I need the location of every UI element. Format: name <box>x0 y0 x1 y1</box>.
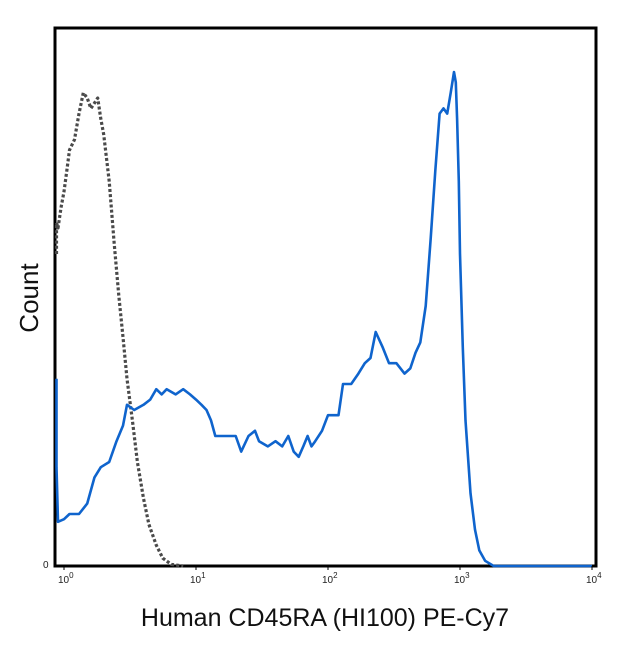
x-tick-label: 101 <box>190 571 206 586</box>
y-axis-label: Count <box>14 263 44 333</box>
x-axis-label: Human CD45RA (HI100) PE-Cy7 <box>141 604 509 632</box>
x-tick-label: 100 <box>58 571 74 586</box>
plot-frame <box>53 26 598 568</box>
x-axis-ticks: 100 101 102 103 104 <box>58 566 602 586</box>
x-tick-label: 103 <box>454 571 470 586</box>
x-tick-label: 102 <box>322 571 338 586</box>
y-zero-label: 0 <box>43 560 49 571</box>
x-tick-label: 104 <box>586 571 602 586</box>
series-layer <box>54 70 592 568</box>
cd45ra-stained-curve <box>55 70 592 568</box>
isotype-control-curve <box>54 91 184 568</box>
